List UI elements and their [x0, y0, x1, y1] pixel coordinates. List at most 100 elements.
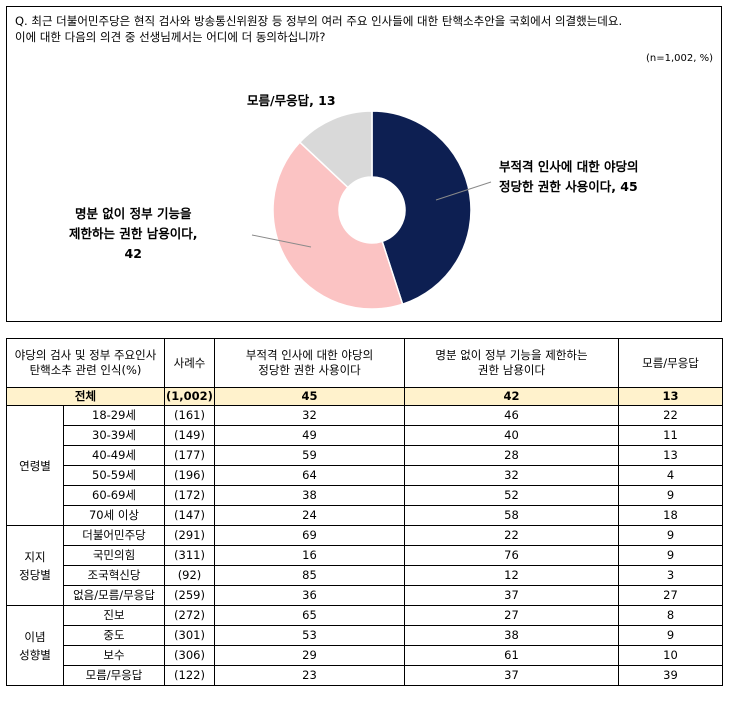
row-dk: 4: [618, 465, 723, 486]
row-legitimate: 53: [214, 625, 405, 646]
row-legitimate: 24: [214, 505, 405, 526]
row-sample-size: (149): [164, 425, 215, 446]
row-dk: 22: [618, 405, 723, 426]
row-label: 60-69세: [63, 485, 165, 506]
table-row: 30-39세 (149) 49 40 11: [7, 425, 723, 446]
row-legitimate: 65: [214, 605, 405, 626]
row-label: 없음/모름/무응답: [63, 585, 165, 606]
row-legitimate: 36: [214, 585, 405, 606]
row-dk: 18: [618, 505, 723, 526]
header-abuse: 명분 없이 정부 기능을 제한하는 권한 남용이다: [404, 338, 619, 388]
row-abuse: 52: [404, 485, 619, 506]
row-abuse: 22: [404, 525, 619, 546]
question-text: Q. 최근 더불어민주당은 현직 검사와 방송통신위원장 등 정부의 여러 주요…: [15, 13, 715, 45]
row-sample-size: (177): [164, 445, 215, 466]
row-dk: 9: [618, 485, 723, 506]
total-v1: 45: [214, 387, 405, 406]
table-row: 중도 (301) 53 38 9: [7, 625, 723, 646]
group-label: 이념 성향별: [6, 605, 64, 686]
row-label: 18-29세: [63, 405, 165, 426]
row-label: 국민의힘: [63, 545, 165, 566]
table-row: 모름/무응답 (122) 23 37 39: [7, 665, 723, 686]
row-abuse: 40: [404, 425, 619, 446]
row-sample-size: (272): [164, 605, 215, 626]
label-dk: 모름/무응답, 13: [247, 93, 336, 108]
leader-legitimate: [435, 181, 492, 201]
row-dk: 11: [618, 425, 723, 446]
row-abuse: 27: [404, 605, 619, 626]
table-row: 연령별 18-29세 (161) 32 46 22: [6, 405, 723, 526]
row-dk: 13: [618, 445, 723, 466]
total-v3: 13: [618, 387, 723, 406]
row-label: 보수: [63, 645, 165, 666]
row-abuse: 38: [404, 625, 619, 646]
header-sample-size: 사례수: [164, 338, 215, 388]
row-abuse: 76: [404, 545, 619, 566]
row-dk: 39: [618, 665, 723, 686]
donut-chart: [251, 110, 492, 310]
row-legitimate: 38: [214, 485, 405, 506]
table-row: 보수 (306) 29 61 10: [7, 645, 723, 666]
row-sample-size: (147): [164, 505, 215, 526]
row-abuse: 58: [404, 505, 619, 526]
row-label: 30-39세: [63, 425, 165, 446]
row-legitimate: 29: [214, 645, 405, 666]
row-label: 40-49세: [63, 445, 165, 466]
row-dk: 27: [618, 585, 723, 606]
total-v2: 42: [404, 387, 619, 406]
row-legitimate: 64: [214, 465, 405, 486]
row-dk: 3: [618, 565, 723, 586]
label-legitimate: 부적격 인사에 대한 야당의 정당한 권한 사용이다, 45: [499, 159, 639, 194]
row-legitimate: 16: [214, 545, 405, 566]
slice-dk: [298, 110, 373, 189]
row-legitimate: 32: [214, 405, 405, 426]
row-legitimate: 69: [214, 525, 405, 546]
row-label: 조국혁신당: [63, 565, 165, 586]
group-label: 연령별: [6, 405, 64, 526]
row-label: 모름/무응답: [63, 665, 165, 686]
row-label: 더불어민주당: [63, 525, 165, 546]
total-row: 전체 (1,002) 45 42 13: [6, 387, 723, 406]
row-sample-size: (291): [164, 525, 215, 546]
row-legitimate: 85: [214, 565, 405, 586]
table-row: 70세 이상 (147) 24 58 18: [7, 505, 723, 526]
row-dk: 9: [618, 625, 723, 646]
row-legitimate: 49: [214, 425, 405, 446]
row-abuse: 37: [404, 585, 619, 606]
row-sample-size: (172): [164, 485, 215, 506]
row-sample-size: (306): [164, 645, 215, 666]
question-line-1: Q. 최근 더불어민주당은 현직 검사와 방송통신위원장 등 정부의 여러 주요…: [15, 14, 623, 28]
row-sample-size: (311): [164, 545, 215, 566]
table-header-row: 야당의 검사 및 정부 주요인사 탄핵소추 관련 인식(%) 사례수 부적격 인…: [6, 338, 723, 388]
row-label: 70세 이상: [63, 505, 165, 526]
table-row: 이념 성향별 진보 (272) 65 27 8: [6, 605, 723, 686]
row-sample-size: (161): [164, 405, 215, 426]
row-legitimate: 23: [214, 665, 405, 686]
row-label: 50-59세: [63, 465, 165, 486]
row-dk: 8: [618, 605, 723, 626]
header-category: 야당의 검사 및 정부 주요인사 탄핵소추 관련 인식(%): [6, 338, 165, 388]
table-row: 지지 정당별 더불어민주당 (291) 69 22 9: [6, 525, 723, 606]
row-abuse: 46: [404, 405, 619, 426]
header-dk: 모름/무응답: [618, 338, 723, 388]
table-row: 없음/모름/무응답 (259) 36 37 27: [7, 585, 723, 606]
table-row: 국민의힘 (311) 16 76 9: [7, 545, 723, 566]
row-sample-size: (196): [164, 465, 215, 486]
row-abuse: 28: [404, 445, 619, 466]
row-abuse: 37: [404, 665, 619, 686]
leader-abuse: [251, 234, 312, 248]
row-sample-size: (259): [164, 585, 215, 606]
row-abuse: 61: [404, 645, 619, 666]
row-dk: 10: [618, 645, 723, 666]
header-legitimate: 부적격 인사에 대한 야당의 정당한 권한 사용이다: [214, 338, 405, 388]
table-row: 50-59세 (196) 64 32 4: [7, 465, 723, 486]
table-row: 조국혁신당 (92) 85 12 3: [7, 565, 723, 586]
row-dk: 9: [618, 545, 723, 566]
table-row: 60-69세 (172) 38 52 9: [7, 485, 723, 506]
label-abuse: 명분 없이 정부 기능을 제한하는 권한 남용이다, 42: [69, 206, 198, 261]
row-label: 중도: [63, 625, 165, 646]
slice-legitimate: [371, 110, 472, 306]
row-abuse: 32: [404, 465, 619, 486]
slice-abuse: [272, 141, 404, 310]
row-abuse: 12: [404, 565, 619, 586]
